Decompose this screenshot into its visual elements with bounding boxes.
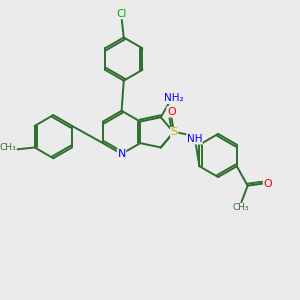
Text: O: O — [167, 107, 176, 117]
Text: NH: NH — [187, 134, 202, 144]
Text: NH₂: NH₂ — [164, 94, 183, 103]
Text: CH₃: CH₃ — [0, 143, 16, 152]
Text: Cl: Cl — [116, 9, 127, 19]
Text: S: S — [171, 128, 178, 137]
Text: N: N — [117, 149, 126, 159]
Text: O: O — [263, 178, 272, 188]
Text: CH₃: CH₃ — [233, 203, 249, 212]
